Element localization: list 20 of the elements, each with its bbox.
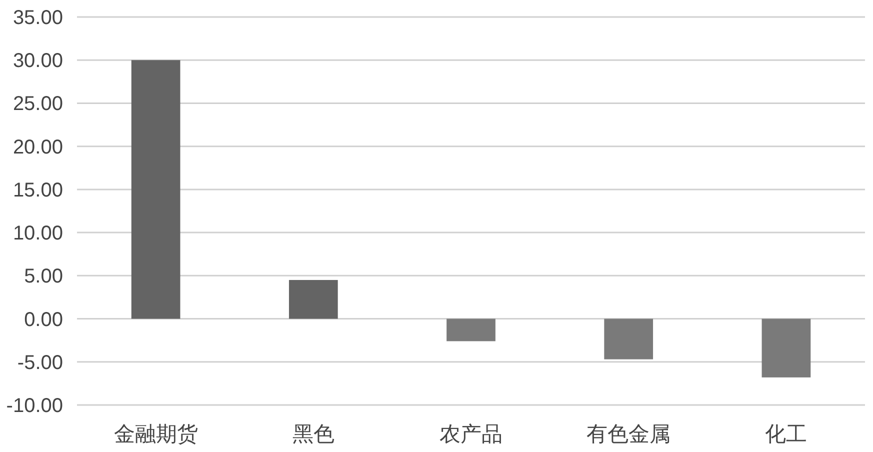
x-tick-label: 黑色 <box>292 423 334 446</box>
bar <box>288 280 338 319</box>
y-tick-label: 15.00 <box>12 179 63 202</box>
y-tick-label: 35.00 <box>12 7 63 29</box>
y-tick-label: -5.00 <box>17 352 63 374</box>
y-tick-label: 10.00 <box>12 222 63 245</box>
x-tick-label: 有色金属 <box>586 423 671 446</box>
bar <box>604 318 654 360</box>
y-tick-label: 5.00 <box>24 266 63 288</box>
y-tick-label: -10.00 <box>6 395 63 417</box>
y-tick-label: 20.00 <box>12 136 63 158</box>
y-tick-label: 0.00 <box>24 308 63 331</box>
bar <box>131 60 180 319</box>
y-tick-label: 25.00 <box>12 93 63 116</box>
y-tick-label: 30.00 <box>12 50 63 72</box>
x-tick-label: 化工 <box>765 423 808 446</box>
bar <box>446 318 496 342</box>
x-tick-label: 金融期货 <box>114 423 198 446</box>
x-tick-label: 农产品 <box>440 423 502 446</box>
bar <box>762 318 811 378</box>
